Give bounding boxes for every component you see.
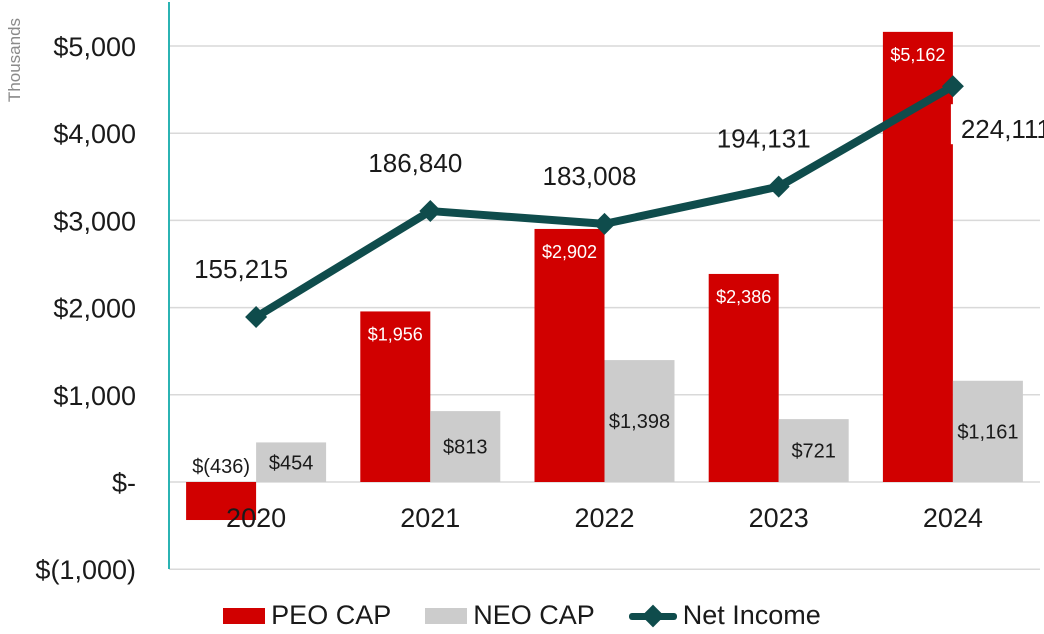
x-tick-label: 2023 xyxy=(749,503,809,533)
data-label-neo-cap: $721 xyxy=(791,441,836,463)
bar-peo-cap xyxy=(534,228,605,482)
net-income-label-bg xyxy=(950,104,1044,145)
data-label-net-income: 224,111 xyxy=(961,114,1044,144)
x-tick-label: 2022 xyxy=(574,503,634,533)
net-income-point xyxy=(941,75,964,98)
x-tick-label: 2021 xyxy=(400,503,460,533)
data-label-net-income: 186,840 xyxy=(368,148,462,178)
bars xyxy=(186,31,1023,521)
net-income-point xyxy=(419,200,442,223)
legend-label-net-income: Net Income xyxy=(682,600,821,630)
data-label-neo-cap: $454 xyxy=(269,452,314,474)
data-label-neo-cap: $1,161 xyxy=(957,421,1018,443)
net-income-line xyxy=(245,75,964,328)
bar-peo-cap xyxy=(882,31,953,483)
legend-item-neo-cap: NEO CAP xyxy=(425,600,595,631)
x-tick-label: 2020 xyxy=(226,503,286,533)
y-tick-label: $3,000 xyxy=(53,206,136,236)
legend-item-peo-cap: PEO CAP xyxy=(223,600,391,631)
data-label-net-income: 194,131 xyxy=(717,124,811,154)
data-label-peo-cap: $1,956 xyxy=(368,324,423,344)
y-tick-label: $4,000 xyxy=(53,119,136,149)
data-labels: $(436) $1,956 $2,902 $2,386 $5,162 $454 $813 $1… xyxy=(192,45,1044,478)
data-label-neo-cap: $1,398 xyxy=(609,411,670,433)
bar-neo-cap xyxy=(430,411,501,482)
bar-neo-cap xyxy=(778,419,849,482)
unit-label: Thousands xyxy=(5,18,24,102)
bar-peo-cap xyxy=(186,482,257,521)
x-tick-label: 2024 xyxy=(923,503,983,533)
net-income-point xyxy=(593,212,616,235)
legend-swatch-peo-cap xyxy=(223,607,266,624)
bar-neo-cap xyxy=(604,360,675,482)
data-label-peo-cap: $2,902 xyxy=(542,242,597,262)
data-label-net-income: 183,008 xyxy=(543,161,637,191)
data-label-neo-cap: $813 xyxy=(443,437,488,459)
legend-label-peo-cap: PEO CAP xyxy=(271,600,392,630)
data-label-peo-cap: $2,386 xyxy=(716,287,771,307)
y-tick-labels: $(1,000) $- $1,000 $2,000 $3,000 $4,000 $5,000 xyxy=(35,32,136,585)
legend-item-net-income: Net Income xyxy=(628,600,821,631)
bar-peo-cap xyxy=(708,273,779,482)
bar-neo-cap xyxy=(952,380,1023,482)
bar-neo-cap xyxy=(256,442,327,482)
legend-swatch-neo-cap xyxy=(425,607,468,624)
bar-peo-cap xyxy=(360,311,431,482)
legend: PEO CAP NEO CAP Net Income xyxy=(0,600,1044,631)
category-labels: 2020 2021 2022 2023 2024 xyxy=(226,503,983,533)
data-label-peo-cap: $(436) xyxy=(192,456,250,478)
y-tick-label: $(1,000) xyxy=(35,555,136,585)
net-income-point xyxy=(245,306,268,328)
y-tick-label: $- xyxy=(112,468,136,498)
y-tick-label: $5,000 xyxy=(53,32,136,62)
y-tick-label: $1,000 xyxy=(53,381,136,411)
legend-swatch-net-income xyxy=(628,604,677,627)
legend-label-neo-cap: NEO CAP xyxy=(473,600,595,630)
data-label-peo-cap: $5,162 xyxy=(890,45,945,65)
y-tick-label: $2,000 xyxy=(53,294,136,324)
net-income-point xyxy=(767,175,790,198)
data-label-net-income: 155,215 xyxy=(194,254,288,284)
